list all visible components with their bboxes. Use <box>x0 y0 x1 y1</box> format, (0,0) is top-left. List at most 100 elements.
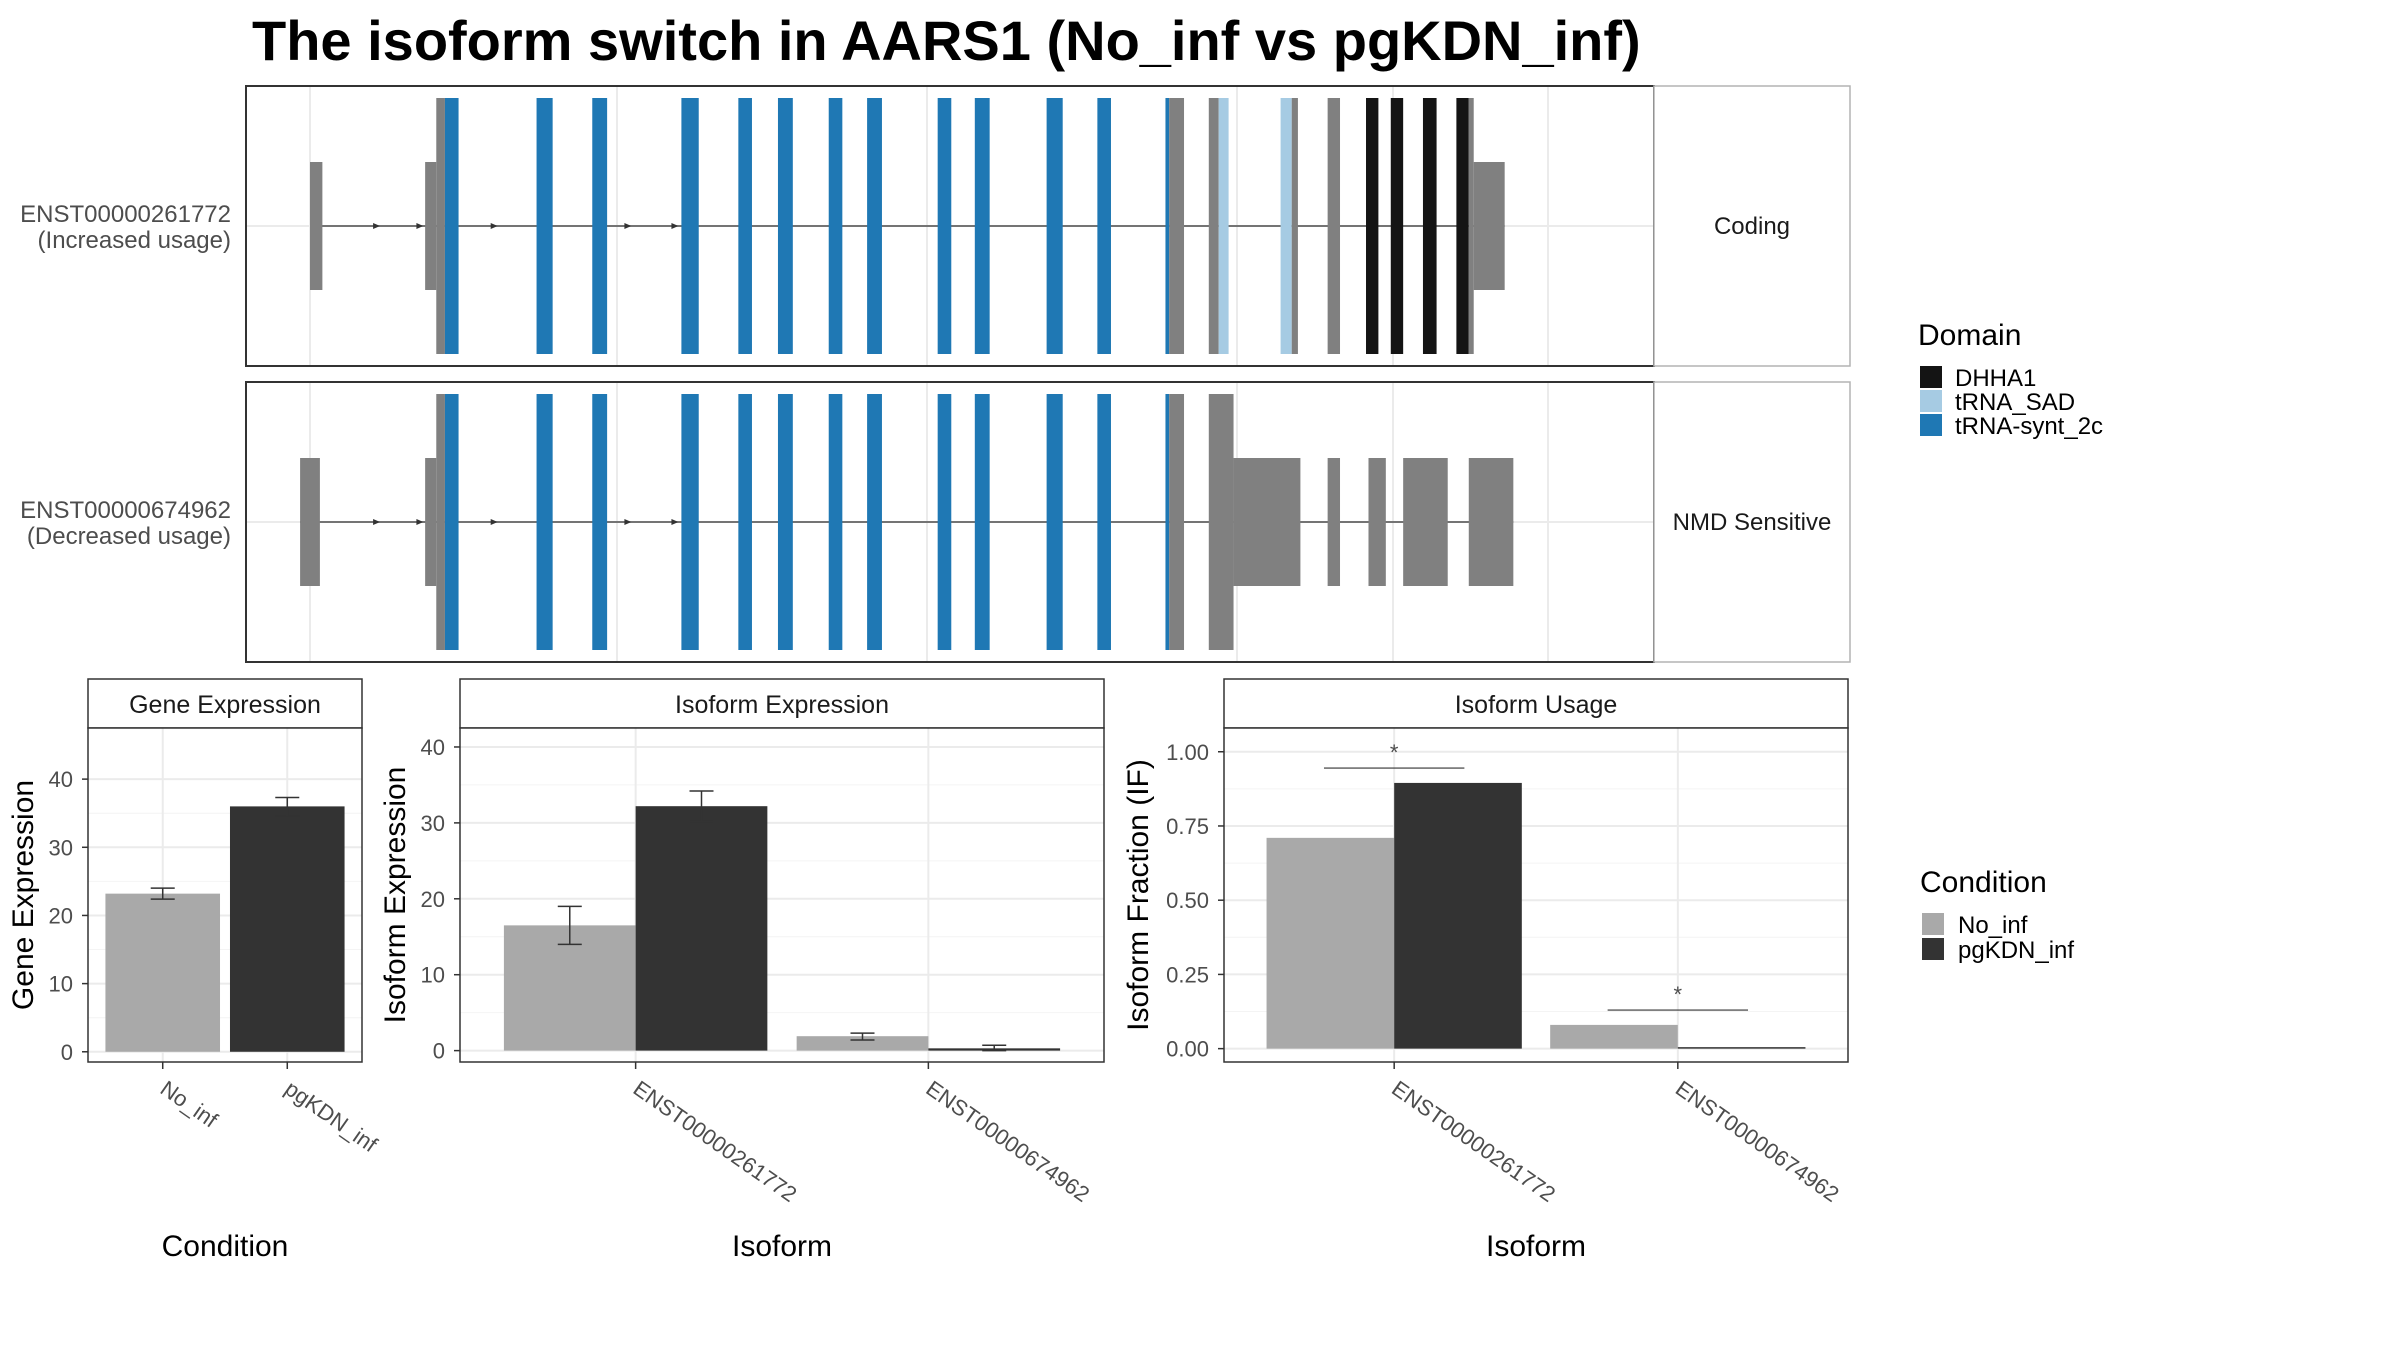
exon-tRNA-synt_2c <box>1165 98 1170 354</box>
y-tick-label: 10 <box>49 972 73 997</box>
exon-noncoding <box>1368 458 1386 586</box>
bar-pgKDN_inf-ENST00000261772 <box>635 806 768 1051</box>
bar-pgKDN_inf <box>229 806 345 1052</box>
exon-noncoding <box>1468 98 1474 354</box>
exon-noncoding <box>1208 98 1219 354</box>
y-tick-label: 30 <box>49 835 73 860</box>
intron-direction-arrow <box>624 223 632 229</box>
intron-direction-arrow <box>373 519 381 525</box>
transcript-row-ENST00000261772: Coding ENST00000261772(Increased usage) <box>20 85 1851 367</box>
facet-strip-box <box>459 678 1105 729</box>
exon-noncoding <box>300 458 320 586</box>
y-tick-label: 30 <box>421 811 445 836</box>
bar-pgKDN_inf-ENST00000674962 <box>1677 1047 1806 1049</box>
expression-bar-panels: Gene Expression 0 10 20 30 40 No_inf pgKDN_inf G… <box>7 678 1849 1263</box>
exon-noncoding <box>1169 98 1185 354</box>
transcript-usage-label: (Decreased usage) <box>27 523 231 550</box>
x-tick-label: No_inf <box>156 1076 223 1133</box>
exon-tRNA-synt_2c <box>1097 98 1111 354</box>
bar-chart-isoform-expression: Isoform Expression 0 10 20 30 40 ENST000002617… <box>379 678 1105 1263</box>
y-tick-label: 0.75 <box>1166 814 1209 839</box>
y-tick-label: 20 <box>421 887 445 912</box>
transcript-category-label: NMD Sensitive <box>1673 509 1832 536</box>
error-bar <box>275 796 300 817</box>
exon-noncoding <box>425 162 437 290</box>
y-tick-label: 0.50 <box>1166 888 1209 913</box>
intron-direction-arrow <box>416 223 424 229</box>
error-bar <box>689 790 714 823</box>
bar-No_inf-ENST00000261772 <box>1266 837 1395 1049</box>
y-axis-title: Isoform Expression <box>379 767 412 1024</box>
exon-tRNA-synt_2c <box>592 98 608 354</box>
exon-tRNA-synt_2c <box>738 98 752 354</box>
exon-tRNA-synt_2c <box>777 98 793 354</box>
bar-pgKDN_inf-ENST00000261772 <box>1394 782 1522 1049</box>
transcript-category-label: Coding <box>1714 213 1790 240</box>
exon-tRNA_SAD <box>1218 98 1229 354</box>
intron-direction-arrow <box>624 519 632 525</box>
legend-swatch-tRNA-synt_2c <box>1920 414 1942 436</box>
exon-DHHA1 <box>1422 98 1437 354</box>
exon-noncoding <box>436 98 445 354</box>
exon-tRNA-synt_2c <box>828 98 843 354</box>
exon-DHHA1 <box>1390 98 1404 354</box>
exon-tRNA-synt_2c <box>536 394 553 650</box>
exon-tRNA-synt_2c <box>444 394 459 650</box>
legend-swatch-tRNA_SAD <box>1920 390 1942 412</box>
x-tick-label: pgKDN_inf <box>280 1076 382 1158</box>
exon-noncoding <box>1327 98 1341 354</box>
legend-title: Condition <box>1920 866 2047 899</box>
y-tick-label: 10 <box>421 963 445 988</box>
exon-tRNA-synt_2c <box>974 98 990 354</box>
legend-title: Domain <box>1918 319 2021 352</box>
exon-tRNA-synt_2c <box>592 394 608 650</box>
x-tick-label: ENST00000261772 <box>629 1076 802 1207</box>
exon-noncoding <box>1233 458 1301 586</box>
y-axis-title: Isoform Fraction (IF) <box>1122 759 1155 1031</box>
exon-tRNA-synt_2c <box>937 394 952 650</box>
exon-noncoding <box>436 394 445 650</box>
error-bar <box>150 887 175 900</box>
significance-star: * <box>1390 740 1399 765</box>
exon-tRNA-synt_2c <box>536 98 553 354</box>
legend-label: No_inf <box>1958 912 2028 939</box>
bar-No_inf <box>105 893 221 1052</box>
exon-tRNA-synt_2c <box>1097 394 1111 650</box>
intron-direction-arrow <box>416 519 424 525</box>
exon-tRNA-synt_2c <box>867 394 882 650</box>
transcript-id-label: ENST00000674962 <box>20 497 231 524</box>
legend-label: tRNA-synt_2c <box>1955 413 2103 440</box>
error-bar <box>557 905 582 946</box>
facet-strip-label: Isoform Expression <box>675 691 889 719</box>
exon-tRNA_SAD <box>1280 98 1292 354</box>
x-axis-title: Condition <box>162 1230 289 1263</box>
y-tick-label: 40 <box>421 735 445 760</box>
plot-panel-border <box>87 727 363 1063</box>
exon-tRNA-synt_2c <box>828 394 843 650</box>
exon-noncoding <box>1169 394 1185 650</box>
y-tick-label: 0 <box>433 1039 445 1064</box>
y-tick-label: 40 <box>49 767 73 792</box>
exon-noncoding <box>1208 394 1234 650</box>
exon-tRNA-synt_2c <box>681 394 699 650</box>
x-axis-title: Isoform <box>1486 1230 1586 1263</box>
exon-tRNA-synt_2c <box>738 394 752 650</box>
transcript-usage-label: (Increased usage) <box>38 227 231 254</box>
x-tick-label: ENST00000674962 <box>921 1076 1094 1207</box>
facet-strip-box <box>87 678 363 729</box>
exon-tRNA-synt_2c <box>974 394 990 650</box>
facet-strip-label: Gene Expression <box>129 691 321 719</box>
exon-noncoding <box>310 162 323 290</box>
exon-tRNA-synt_2c <box>444 98 459 354</box>
exon-DHHA1 <box>1456 98 1469 354</box>
exon-tRNA-synt_2c <box>681 98 699 354</box>
facet-strip-label: Isoform Usage <box>1455 691 1618 719</box>
error-bar <box>982 1044 1007 1052</box>
error-bar <box>850 1032 875 1041</box>
x-axis-title: Isoform <box>732 1230 832 1263</box>
y-tick-label: 0.25 <box>1166 962 1209 987</box>
